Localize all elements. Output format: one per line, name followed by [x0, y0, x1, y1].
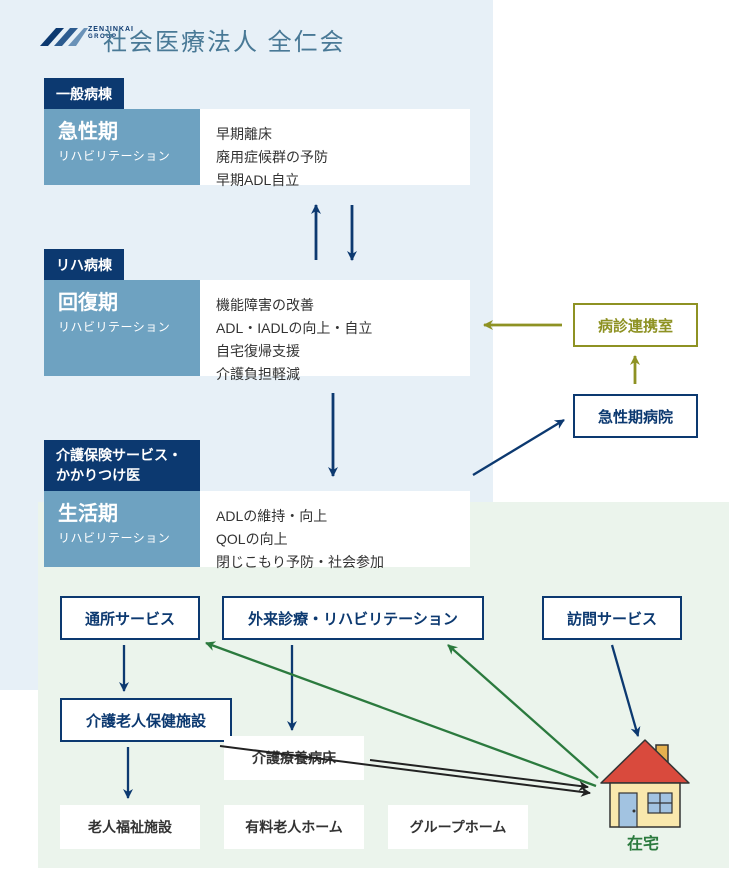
box-group-home: グループホーム: [388, 805, 528, 849]
home-icon: [590, 735, 700, 849]
phase-acute-title: 急性期: [58, 121, 118, 143]
desc-life: ADLの維持・向上 QOLの向上 閉じこもり予防・社会参加: [200, 491, 470, 567]
phase-recovery-sub: リハビリテーション: [58, 319, 186, 335]
zenjinkai-logo: ZENJINKAI GROUP: [30, 18, 90, 58]
box-outpatient: 外来診療・リハビリテーション: [222, 596, 484, 640]
box-paid-home: 有料老人ホーム: [224, 805, 364, 849]
box-acute-hospital: 急性期病院: [573, 394, 698, 438]
phase-recovery-title: 回復期: [58, 292, 118, 314]
phase-acute: 急性期 リハビリテーション: [44, 109, 200, 185]
tag-care-primary: 介護保険サービス・ かかりつけ医: [44, 440, 200, 491]
phase-life: 生活期 リハビリテーション: [44, 491, 200, 567]
box-visit-service: 訪問サービス: [542, 596, 682, 640]
tag-rehab-ward: リハ病棟: [44, 249, 124, 281]
box-welfare-facility: 老人福祉施設: [60, 805, 200, 849]
phase-acute-sub: リハビリテーション: [58, 148, 186, 164]
tag-general-ward: 一般病棟: [44, 78, 124, 110]
phase-life-sub: リハビリテーション: [58, 530, 186, 546]
phase-life-title: 生活期: [58, 503, 118, 525]
org-title: 社会医療法人 全仁会: [103, 22, 346, 57]
box-care-facility: 介護老人保健施設: [60, 698, 232, 742]
box-liaison-office: 病診連携室: [573, 303, 698, 347]
box-care-beds: 介護療養病床: [224, 736, 364, 780]
desc-recovery: 機能障害の改善 ADL・IADLの向上・自立 自宅復帰支援 介護負担軽減: [200, 280, 470, 376]
desc-acute: 早期離床 廃用症候群の予防 早期ADL自立: [200, 109, 470, 185]
box-day-service: 通所サービス: [60, 596, 200, 640]
phase-recovery: 回復期 リハビリテーション: [44, 280, 200, 376]
